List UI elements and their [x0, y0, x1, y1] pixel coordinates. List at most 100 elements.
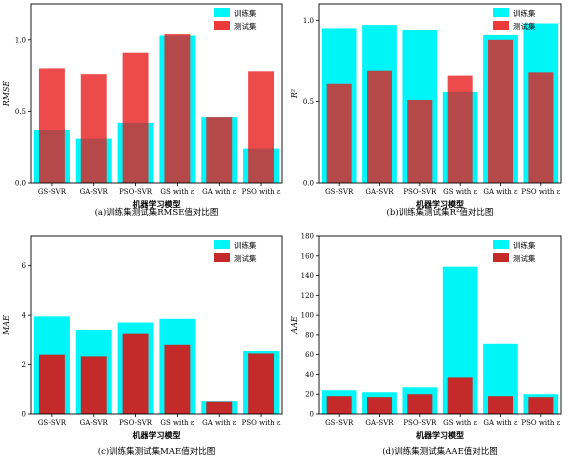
bar-test-3-2	[80, 356, 107, 414]
legend-swatch-train	[214, 240, 230, 249]
bar-test-3-3	[122, 333, 149, 414]
y-tick-label: 40	[305, 371, 314, 379]
x-tick-label: PSO with ε	[242, 188, 281, 196]
x-tick-label: GS-SVR	[38, 419, 67, 427]
y-axis-label: RMSE	[2, 81, 11, 108]
y-tick-label: 140	[301, 272, 314, 280]
x-tick-label: PSO-SVR	[119, 188, 153, 196]
legend-swatch-test	[214, 21, 230, 30]
x-tick-label: GA with ε	[202, 419, 237, 427]
legend-label-train: 训练集	[234, 240, 257, 250]
x-tick-label: GS with ε	[443, 419, 477, 427]
plot-frame	[318, 3, 562, 184]
legend-label-train: 训练集	[513, 240, 536, 250]
y-tick-label: 0	[310, 411, 314, 419]
x-tick-label: PSO with ε	[521, 188, 560, 196]
x-tick-label: GA with ε	[483, 419, 518, 427]
x-tick-label: PSO-SVR	[403, 419, 437, 427]
x-tick-label: GS-SVR	[325, 419, 354, 427]
bar-test-2-3	[407, 100, 433, 183]
y-tick-label: 0.5	[15, 108, 26, 116]
y-axis-label: MAE	[2, 315, 11, 336]
bar-test-3-1	[38, 354, 65, 414]
x-tick-label: GS with ε	[160, 188, 194, 196]
bar-test-2-5	[487, 39, 514, 183]
panel-caption: (b)训练集测试集R²值对比图	[387, 207, 494, 218]
x-tick-label: GA-SVR	[365, 419, 394, 427]
legend-swatch-test	[214, 253, 230, 262]
bar-test-4-3	[407, 394, 433, 414]
legend-swatch-train	[493, 240, 509, 249]
panel-caption: (d)训练集测试集AAE值对比图	[382, 446, 498, 457]
y-tick-label: 0	[22, 411, 26, 419]
bar-test-3-5	[206, 401, 233, 414]
legend-label-train: 训练集	[234, 8, 257, 18]
bar-test-2-4	[447, 75, 473, 183]
y-tick-label: 80	[305, 331, 314, 339]
y-tick-label: 0.0	[15, 180, 26, 188]
bar-test-1-1	[38, 68, 65, 183]
bar-test-1-5	[206, 117, 233, 183]
panel-caption: (c)训练集测试集MAE值对比图	[98, 446, 215, 457]
y-tick-label: 100	[301, 312, 314, 320]
legend-swatch-train	[214, 8, 230, 17]
legend-swatch-test	[493, 253, 509, 262]
x-tick-label: PSO-SVR	[119, 419, 153, 427]
bar-test-3-4	[164, 344, 191, 414]
x-tick-label: PSO-SVR	[403, 188, 437, 196]
legend-swatch-train	[493, 8, 509, 17]
plot-frame	[30, 3, 283, 184]
y-tick-label: 6	[22, 262, 27, 270]
y-tick-label: 2	[22, 361, 26, 369]
bar-test-2-1	[326, 83, 352, 183]
y-tick-label: 1.0	[15, 36, 26, 44]
y-tick-label: 20	[305, 391, 314, 399]
x-tick-label: GA-SVR	[80, 188, 109, 196]
legend-label-test: 测试集	[234, 21, 257, 31]
bar-test-4-4	[447, 377, 473, 414]
legend-label-test: 测试集	[513, 21, 536, 31]
bar-test-1-4	[164, 34, 191, 184]
y-tick-label: 4	[22, 312, 27, 320]
x-tick-label: GA with ε	[202, 188, 237, 196]
y-tick-label: 60	[305, 351, 314, 359]
x-tick-label: GA with ε	[483, 188, 518, 196]
y-tick-label: 160	[301, 252, 314, 260]
legend-label-test: 测试集	[513, 253, 536, 263]
y-tick-label: 120	[301, 292, 314, 300]
x-tick-label: GS-SVR	[325, 188, 354, 196]
plot-frame	[318, 235, 562, 415]
x-tick-label: GS-SVR	[38, 188, 67, 196]
y-tick-label: 0.5	[303, 98, 314, 106]
x-tick-label: PSO with ε	[242, 419, 281, 427]
x-tick-label: GA-SVR	[80, 419, 109, 427]
x-tick-label: GS with ε	[160, 419, 194, 427]
legend-label-train: 训练集	[513, 8, 536, 18]
y-tick-label: 1.0	[303, 17, 314, 25]
bar-test-2-6	[528, 72, 554, 183]
bar-test-1-2	[80, 74, 107, 183]
bar-test-1-3	[122, 52, 149, 183]
y-tick-label: 180	[301, 233, 314, 241]
bar-test-3-6	[248, 353, 275, 414]
plot-frame	[30, 235, 283, 415]
bar-test-1-6	[248, 71, 275, 183]
y-tick-label: 0.0	[303, 180, 314, 188]
panel-caption: (a)训练集测试集RMSE值对比图	[95, 207, 219, 218]
legend-label-test: 测试集	[234, 253, 257, 263]
x-axis-label: 机器学习模型	[133, 199, 181, 209]
x-axis-label: 机器学习模型	[416, 430, 464, 440]
bar-test-4-1	[326, 396, 352, 414]
bar-test-2-2	[366, 70, 393, 183]
legend-swatch-test	[493, 21, 509, 30]
bar-test-4-5	[487, 396, 514, 414]
x-axis-label: 机器学习模型	[416, 199, 464, 209]
bar-test-4-2	[366, 397, 393, 414]
x-tick-label: GA-SVR	[365, 188, 394, 196]
x-tick-label: PSO with ε	[521, 419, 560, 427]
x-axis-label: 机器学习模型	[133, 430, 181, 440]
y-axis-label: R²	[290, 89, 299, 99]
x-tick-label: GS with ε	[443, 188, 477, 196]
y-axis-label: AAE	[290, 316, 299, 335]
